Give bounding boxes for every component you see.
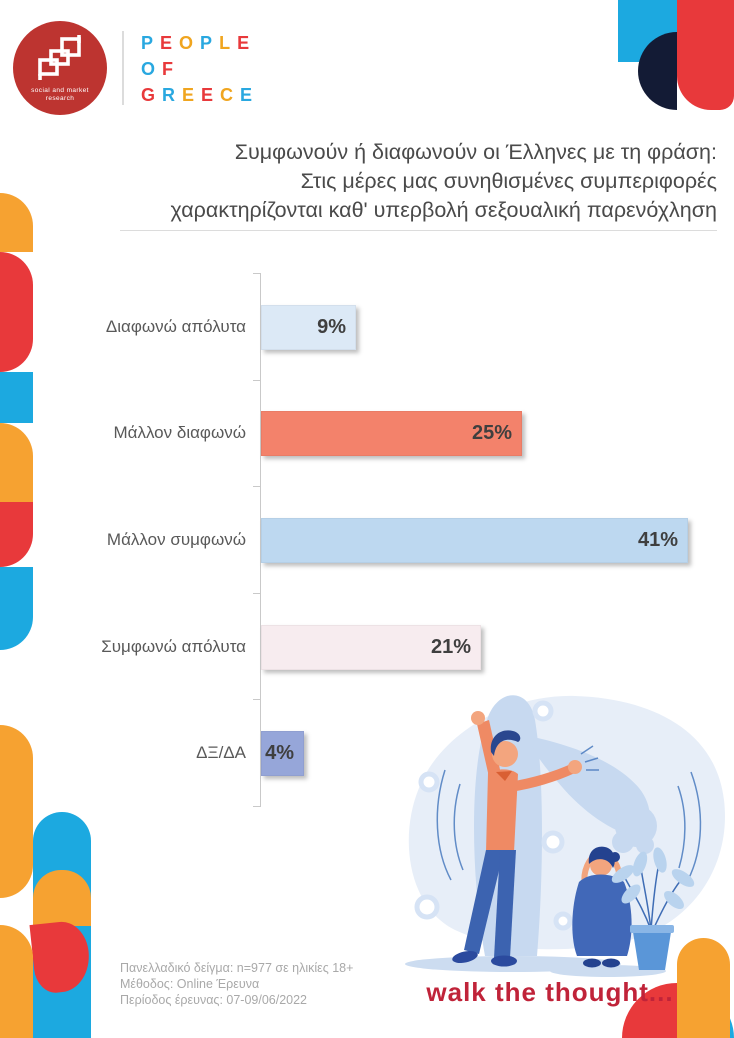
top-right-decoration	[618, 0, 677, 110]
wordmark-letter: F	[162, 59, 181, 79]
bar: 9%	[261, 304, 356, 350]
man-figure	[452, 711, 582, 967]
wordmark-letter: E	[240, 85, 260, 105]
bar: 25%	[261, 411, 522, 457]
axis-tick	[253, 273, 261, 274]
chart-title-line: Συμφωνούν ή διαφωνούν οι Έλληνες με τη φ…	[234, 140, 717, 164]
wordmark-letter: E	[237, 33, 257, 53]
wordmark-letter: R	[162, 85, 183, 105]
bar-value-label: 9%	[317, 315, 346, 338]
bar: 41%	[261, 518, 688, 563]
walk-the-thought-tagline: walk the thought...	[426, 977, 674, 1007]
logo-tagline-line1: social and market	[31, 87, 89, 94]
plant-pot	[633, 932, 671, 970]
bottom-right-orange-arch	[677, 938, 730, 1038]
chart-axis	[260, 273, 261, 806]
ring-decorations	[414, 700, 573, 931]
category-label: Συμφωνώ απόλυτα	[101, 636, 246, 656]
axis-tick	[253, 806, 261, 807]
bar: 4%	[261, 731, 304, 777]
left-strip-cyan-2	[0, 567, 33, 650]
bottom-left-orange-circle	[33, 870, 91, 926]
arc-lines	[436, 745, 702, 881]
logo-tagline: social and market research	[13, 87, 107, 103]
wordmark-letter: L	[219, 33, 238, 53]
chart-title: Συμφωνούν ή διαφωνούν οι Έλληνες με τη φ…	[84, 138, 717, 225]
wordmark-letter: E	[160, 33, 180, 53]
footnote-line: Μέθοδος: Online Έρευνα	[120, 977, 260, 991]
brand-divider	[122, 31, 124, 105]
left-strip-orange-1	[0, 193, 33, 252]
left-strip-cyan-1	[0, 372, 33, 423]
category-label: ΔΞ/ΔΑ	[196, 743, 246, 763]
axis-tick	[253, 592, 261, 594]
footnote-line: Πανελλαδικό δείγμα: n=977 σε ηλικίες 18+	[120, 961, 354, 975]
bar-value-label: 25%	[471, 422, 512, 445]
wordmark-letter: P	[200, 33, 220, 53]
background-blob	[408, 695, 725, 950]
left-strip-red-1	[0, 252, 33, 372]
wordmark-letter: O	[141, 59, 163, 79]
wordmark-line: GREECE	[141, 82, 259, 108]
wordmark-line: OF	[141, 56, 259, 82]
axis-tick	[253, 486, 261, 488]
chart-title-line: Στις μέρες μας συνηθισμένες συμπεριφορές	[300, 169, 717, 193]
bar-value-label: 41%	[637, 529, 678, 551]
left-strip-red-2	[0, 502, 33, 567]
bar-value-label: 4%	[265, 742, 294, 765]
wordmark-letter: E	[182, 85, 202, 105]
wordmark-letter: P	[141, 33, 161, 53]
wordmark-letter: E	[201, 85, 221, 105]
category-label: Μάλλον διαφωνώ	[113, 423, 246, 443]
chart-title-line: χαρακτηρίζονται καθ' υπερβολή σεξουαλική…	[170, 198, 717, 222]
wordmark-line: PEOPLE	[141, 30, 259, 56]
harassment-illustration	[405, 695, 725, 977]
wordmark-letter: O	[179, 33, 201, 53]
bar: 21%	[261, 624, 481, 670]
bottom-left-orange-bar-1	[0, 725, 33, 898]
wordmark-letter: G	[141, 85, 163, 105]
bottom-left-orange-bar-2	[0, 925, 33, 1038]
ged-monogram-icon	[38, 35, 81, 80]
plant	[611, 847, 695, 970]
wordmark-letter: C	[220, 85, 241, 105]
title-underline	[120, 230, 717, 231]
axis-tick	[253, 699, 261, 701]
left-strip-orange-2	[0, 423, 33, 502]
survey-footnote: Πανελλαδικό δείγμα: n=977 σε ηλικίες 18+…	[120, 960, 353, 1008]
red-arch-shape	[677, 0, 734, 110]
wordmark: PEOPLE OF GREECE	[141, 30, 259, 108]
category-label: Διαφωνώ απόλυτα	[105, 316, 246, 336]
logo-tagline-line2: research	[45, 95, 75, 102]
footnote-line: Περίοδος έρευνας: 07-09/06/2022	[120, 993, 308, 1007]
category-label: Μάλλον συμφωνώ	[106, 530, 246, 549]
ged-logo: social and market research	[13, 21, 107, 115]
bar-value-label: 21%	[430, 635, 471, 658]
axis-tick	[253, 379, 261, 381]
ground-shadow-2	[550, 965, 666, 977]
woman-figure	[572, 846, 632, 968]
